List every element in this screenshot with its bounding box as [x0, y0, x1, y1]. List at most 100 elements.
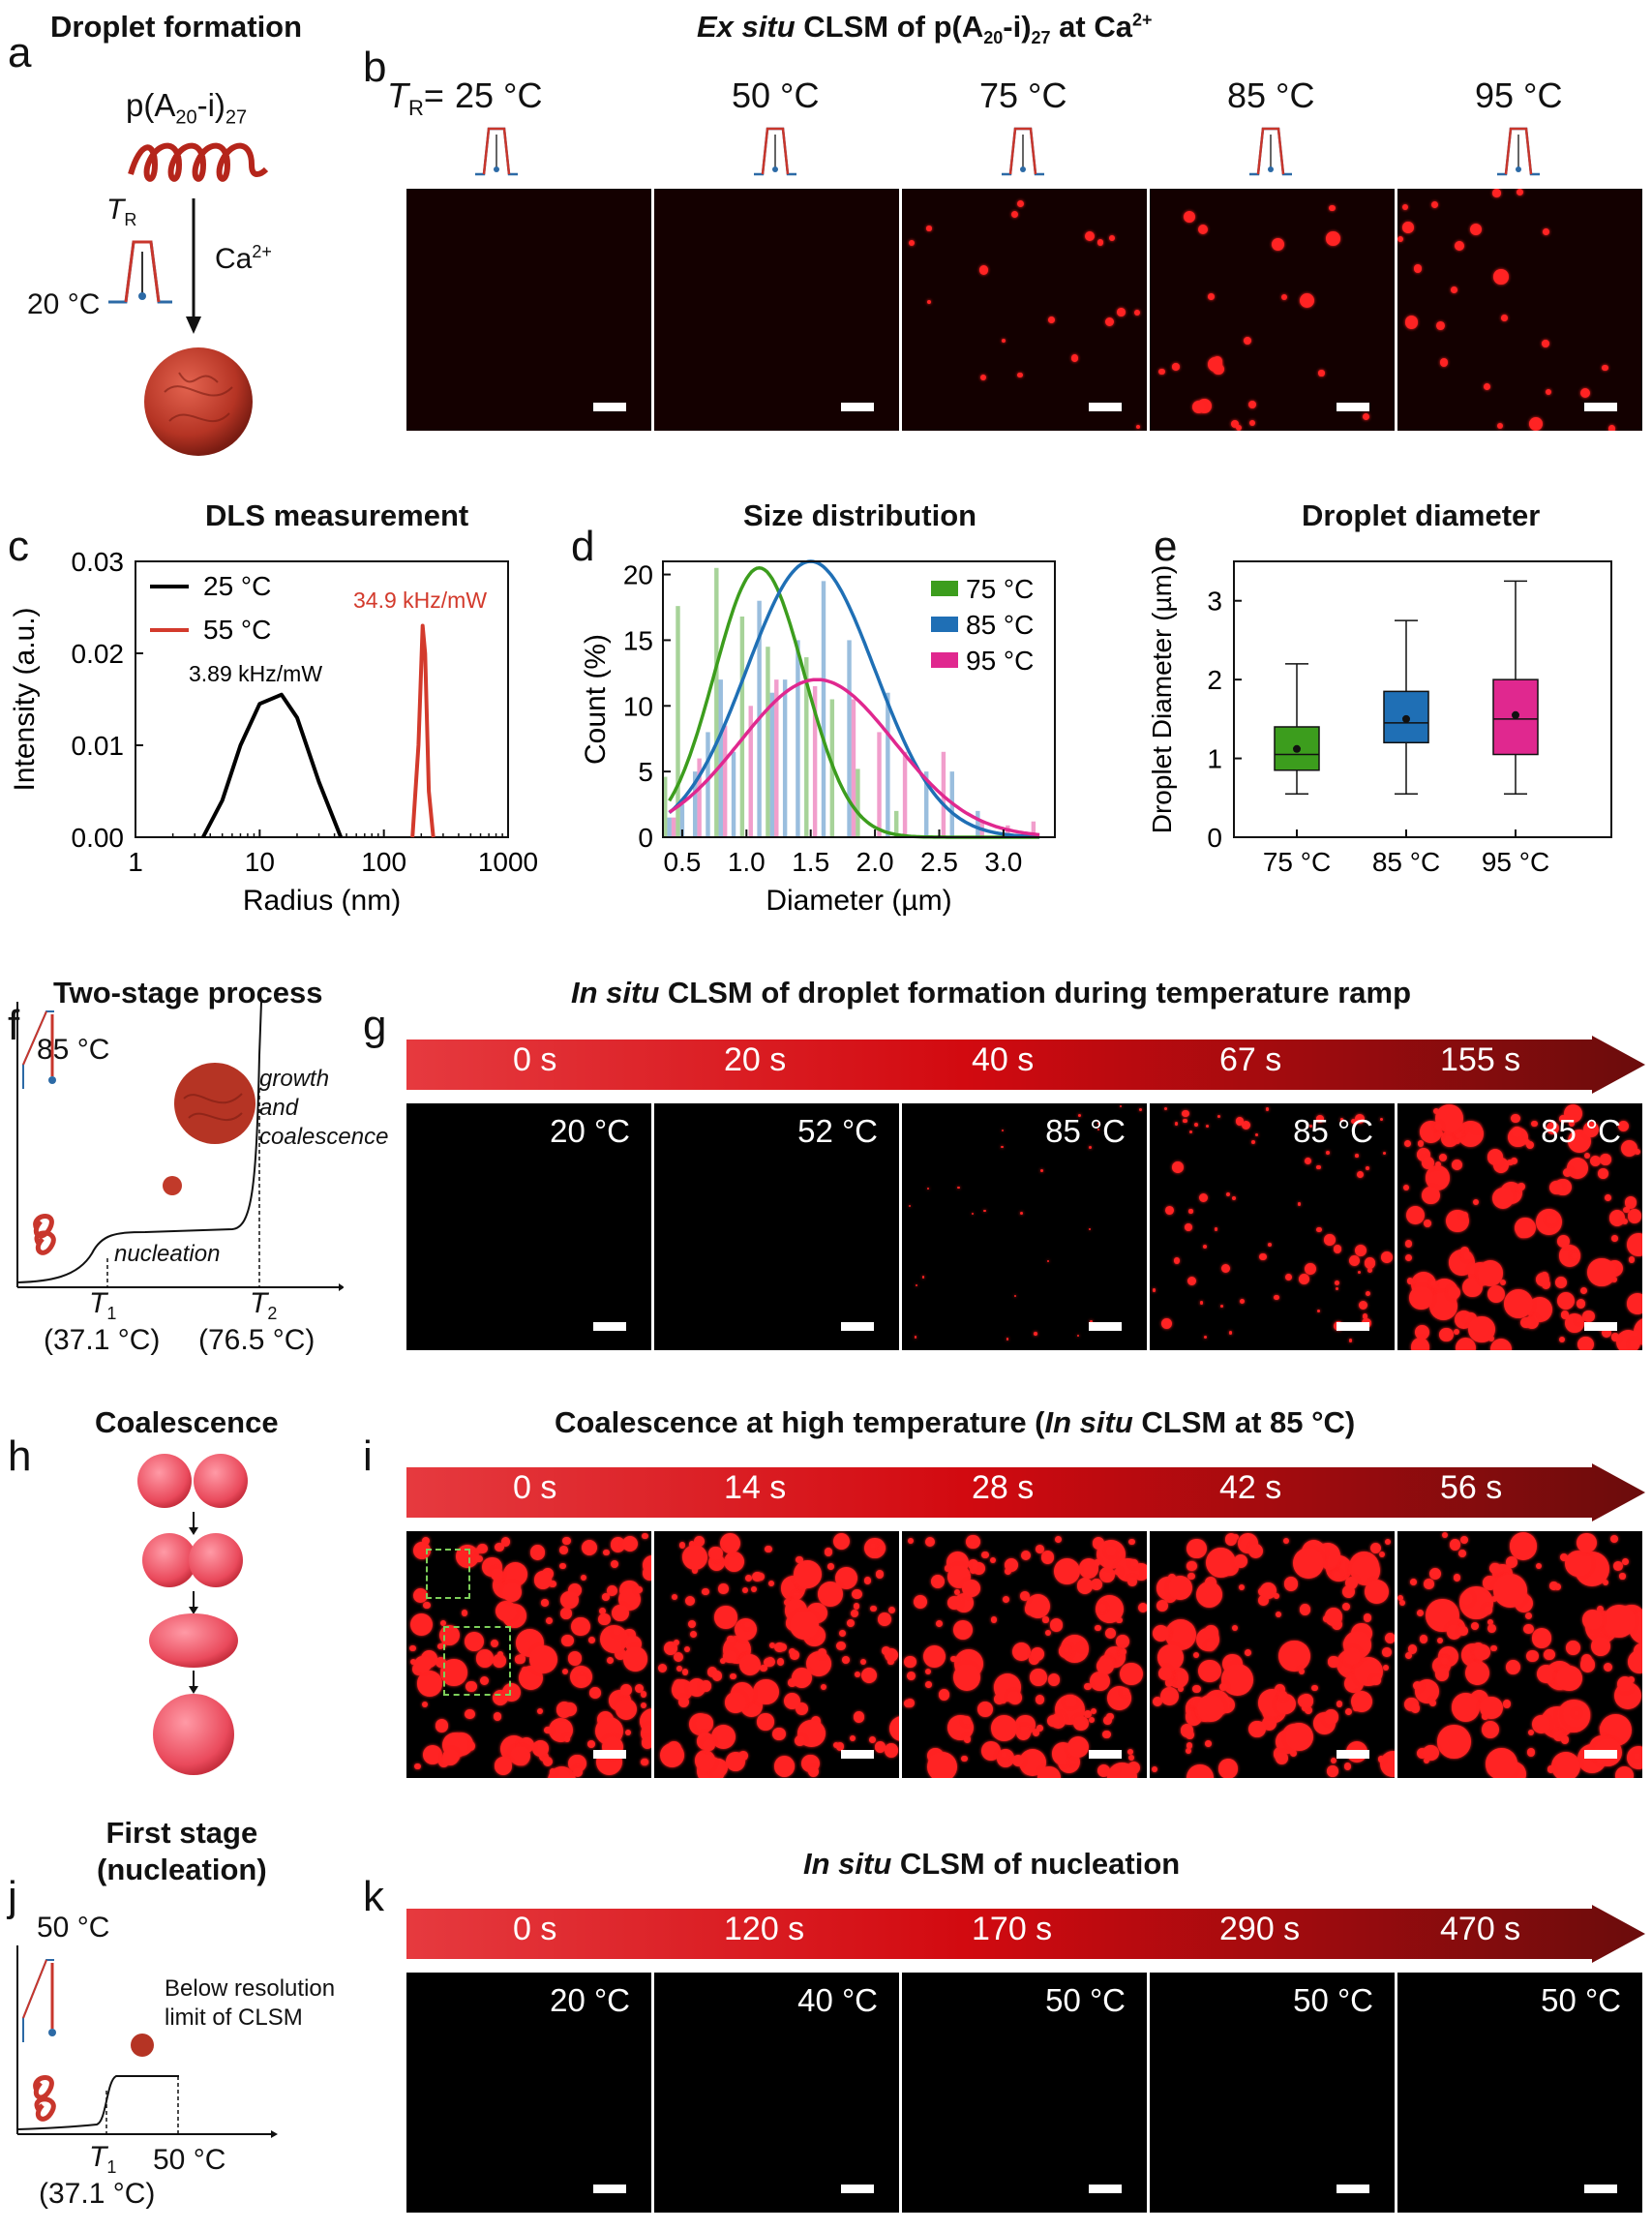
droplet	[1608, 1210, 1625, 1226]
scale-bar	[1337, 403, 1369, 411]
down-arrow	[186, 198, 201, 334]
coalescence-diagram	[137, 1454, 248, 1775]
droplet	[1489, 1562, 1501, 1575]
droplet	[528, 1645, 557, 1674]
droplet	[1437, 1130, 1443, 1137]
droplet	[793, 1560, 822, 1589]
droplet	[612, 1605, 629, 1622]
droplet	[475, 1555, 483, 1563]
droplet	[1515, 1217, 1536, 1239]
droplet	[1417, 1140, 1425, 1147]
droplet	[1598, 1168, 1609, 1179]
j-end-temp: 50 °C	[153, 2144, 226, 2176]
droplet	[961, 1755, 968, 1763]
droplet	[1429, 1700, 1437, 1707]
droplet	[494, 1757, 512, 1775]
droplet	[423, 1602, 431, 1610]
droplet	[1404, 1651, 1412, 1659]
droplet	[922, 1644, 946, 1669]
droplet	[980, 375, 986, 381]
droplet	[1091, 1579, 1102, 1590]
droplet	[1198, 225, 1209, 235]
droplet	[1157, 1667, 1172, 1680]
droplet	[990, 1616, 997, 1623]
droplet	[1577, 1299, 1586, 1309]
start-temp-a: 20 °C	[27, 288, 101, 320]
droplet	[1004, 1567, 1011, 1576]
plot-frame	[1233, 560, 1612, 838]
droplet	[694, 1749, 716, 1771]
droplet	[1084, 1709, 1093, 1718]
droplet	[1470, 224, 1483, 236]
droplet	[1384, 1538, 1391, 1545]
droplet	[1203, 1335, 1207, 1339]
droplet	[836, 1641, 846, 1651]
droplet	[1496, 423, 1503, 430]
droplet	[611, 1559, 619, 1568]
droplet	[1240, 1299, 1246, 1305]
histogram-bar	[877, 732, 882, 837]
ion-label: Ca2+	[215, 242, 272, 275]
droplet	[1630, 1340, 1639, 1349]
histogram-bar	[671, 817, 676, 837]
microscopy-panel: 20 °C	[406, 1973, 651, 2213]
droplet	[674, 1651, 684, 1663]
droplet	[1327, 1765, 1338, 1777]
temperature-profile-icon	[1249, 127, 1292, 176]
droplet	[1030, 1669, 1047, 1686]
droplet	[793, 1592, 801, 1601]
droplet	[710, 1724, 736, 1749]
droplet	[1198, 1193, 1208, 1203]
droplet	[700, 1680, 712, 1693]
droplet	[727, 1636, 735, 1643]
droplet	[1565, 1550, 1592, 1577]
droplet	[962, 1579, 980, 1597]
f-t1-value: (37.1 °C)	[44, 1324, 161, 1356]
x-tick-label: 100	[361, 847, 406, 877]
droplet	[642, 1554, 651, 1575]
droplet	[1602, 1328, 1612, 1339]
microscopy-panel	[654, 1531, 899, 1778]
droplet	[1010, 210, 1018, 218]
scale-bar	[1337, 1322, 1369, 1331]
droplet	[1612, 1560, 1623, 1571]
droplet	[589, 1687, 602, 1699]
droplet	[1036, 1545, 1045, 1554]
droplet	[1259, 1252, 1267, 1260]
droplet	[1070, 354, 1079, 362]
droplet	[1607, 424, 1616, 431]
x-tick-label: 1.5	[792, 847, 829, 877]
droplet	[1096, 1763, 1111, 1778]
droplet	[602, 1593, 611, 1601]
droplet	[621, 1535, 639, 1552]
droplet	[1120, 1662, 1143, 1686]
gaussian-fit-line	[668, 559, 1040, 839]
temperature-label: 20 °C	[550, 1982, 630, 2018]
droplet	[1188, 1130, 1192, 1134]
microscopy-panel	[406, 189, 651, 431]
droplet	[915, 1284, 917, 1287]
histogram-bar	[697, 758, 702, 837]
droplet	[981, 1551, 989, 1559]
droplet	[1559, 1553, 1568, 1562]
droplet	[1436, 320, 1446, 330]
temperature-profile-icon	[754, 127, 796, 176]
droplet	[416, 1671, 443, 1697]
droplet	[1577, 1532, 1597, 1553]
droplet	[1085, 231, 1096, 242]
x-tick-label: 1.0	[728, 847, 766, 877]
droplet	[1409, 1285, 1433, 1311]
droplet	[1471, 1122, 1481, 1131]
droplet	[1365, 1579, 1390, 1605]
droplet	[1012, 1755, 1025, 1767]
droplet	[1177, 1685, 1184, 1692]
droplet	[1164, 1678, 1174, 1687]
droplet	[1441, 1532, 1448, 1539]
droplet	[1192, 1684, 1201, 1694]
droplet	[599, 1608, 607, 1615]
panel-d-title: Size distribution	[743, 498, 977, 532]
droplet	[1324, 1234, 1336, 1246]
panel-label-h: h	[8, 1432, 32, 1480]
droplet	[663, 1642, 677, 1656]
first-stage-diagram	[16, 1945, 278, 2138]
